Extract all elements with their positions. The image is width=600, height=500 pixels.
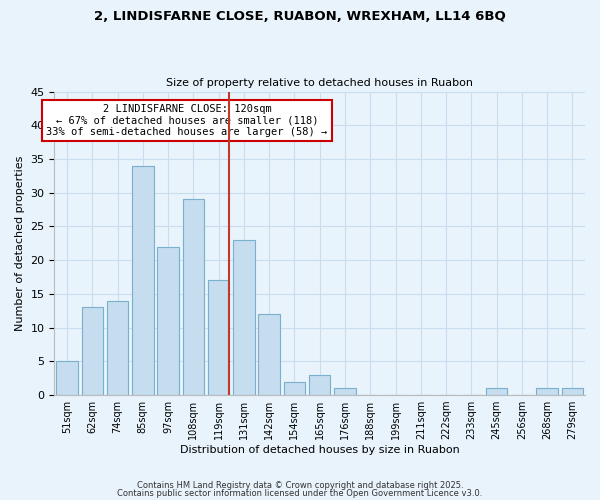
Text: 2, LINDISFARNE CLOSE, RUABON, WREXHAM, LL14 6BQ: 2, LINDISFARNE CLOSE, RUABON, WREXHAM, L… [94, 10, 506, 23]
Bar [233, 240, 254, 395]
Bar [157, 246, 179, 395]
Title: Size of property relative to detached houses in Ruabon: Size of property relative to detached ho… [166, 78, 473, 88]
Bar [56, 362, 78, 395]
Bar [182, 200, 204, 395]
Bar [208, 280, 229, 395]
Bar [132, 166, 154, 395]
Bar [82, 308, 103, 395]
Bar [309, 375, 331, 395]
Bar [334, 388, 356, 395]
Text: Contains HM Land Registry data © Crown copyright and database right 2025.: Contains HM Land Registry data © Crown c… [137, 481, 463, 490]
X-axis label: Distribution of detached houses by size in Ruabon: Distribution of detached houses by size … [180, 445, 460, 455]
Bar [284, 382, 305, 395]
Text: 2 LINDISFARNE CLOSE: 120sqm
← 67% of detached houses are smaller (118)
33% of se: 2 LINDISFARNE CLOSE: 120sqm ← 67% of det… [46, 104, 328, 137]
Y-axis label: Number of detached properties: Number of detached properties [15, 156, 25, 331]
Bar [107, 300, 128, 395]
Bar [259, 314, 280, 395]
Bar [486, 388, 508, 395]
Bar [536, 388, 558, 395]
Text: Contains public sector information licensed under the Open Government Licence v3: Contains public sector information licen… [118, 488, 482, 498]
Bar [562, 388, 583, 395]
